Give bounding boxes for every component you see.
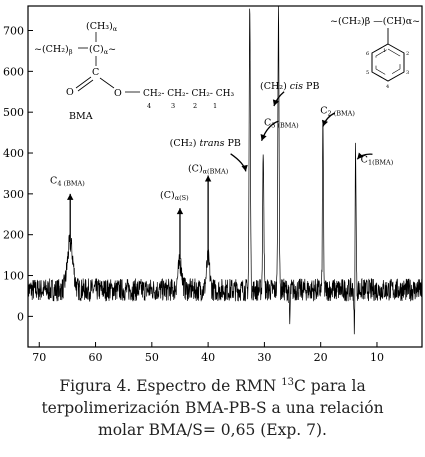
x-tick-label: 10: [370, 351, 384, 364]
y-tick-label: 200: [3, 229, 24, 242]
bma-carbonyl-c: C: [92, 67, 99, 78]
annotation-arrowhead: [357, 152, 364, 160]
y-tick-label: 500: [3, 106, 24, 119]
ring-number: 6: [366, 51, 369, 57]
x-tick-label: 30: [257, 351, 271, 364]
y-tick-label: 0: [17, 310, 24, 323]
annotation-arrowhead: [241, 164, 248, 172]
spectrum-line: [27, 5, 423, 335]
x-tick-label: 70: [32, 351, 46, 364]
bma-chain-number: 1: [213, 102, 217, 110]
bma-chain-number: 4: [147, 102, 151, 110]
bma-carbonyl-o: O: [66, 87, 74, 98]
y-tick-label: 400: [3, 147, 24, 160]
annotation-label: (CH₂) trans PB: [170, 138, 241, 149]
bma-ester-o: O: [114, 88, 122, 99]
annotation-label: C3 (BMA): [264, 118, 299, 130]
caption-line: molar BMA/S= 0,65 (Exp. 7).: [98, 421, 327, 440]
styrene-structure: ~(CH₂)β —(CH)α~ 1 2 3 4 5 6: [330, 16, 420, 90]
peak-annotations: C4 (BMA) (C)α(S) (C)α(BMA) (CH₂) trans PB (C…: [50, 81, 394, 260]
bma-top-group: (CH₃)α: [86, 21, 118, 33]
annotation-label: C4 (BMA): [50, 176, 85, 188]
bma-label: BMA: [69, 111, 93, 122]
x-tick-label: 40: [201, 351, 215, 364]
y-tick-label: 100: [3, 270, 24, 283]
ring-number: 4: [386, 84, 389, 90]
annotation-arrowhead: [260, 134, 267, 141]
y-tick-label: 600: [3, 65, 24, 78]
x-tick-label: 60: [89, 351, 103, 364]
benzene-ring-icon: [371, 43, 405, 82]
bma-chain-number: 3: [171, 102, 175, 110]
caption-line: Figura 4. Espectro de RMN 13C para la: [59, 377, 366, 396]
ring-number: 3: [406, 70, 409, 76]
bma-structure: (CH₃)α ~(CH₂)β (C)α~ C O O CH₂- CH₂- CH₂…: [34, 21, 234, 122]
bma-bond: [99, 77, 115, 89]
spectrum-series: [27, 5, 423, 335]
x-tick-label: 20: [314, 351, 328, 364]
plot-frame: [27, 5, 423, 348]
bma-double-bond: [75, 76, 92, 89]
bma-double-bond: [77, 79, 94, 92]
annotation-arrowhead: [176, 208, 184, 215]
annotation-label: C2 (BMA): [320, 105, 355, 117]
bma-chain: CH₂- CH₂- CH₂- CH₃: [143, 89, 234, 99]
bma-left-group: ~(CH₂)β: [34, 44, 73, 56]
ring-number: 1: [383, 48, 386, 54]
annotation-arrowhead: [272, 99, 279, 107]
bma-chain-number: 2: [193, 102, 197, 110]
annotation-arrow: [230, 153, 247, 172]
annotation-label: (CH₂) cis PB: [260, 81, 319, 92]
bma-center-group: (C)α~: [89, 44, 116, 56]
annotation-arrowhead: [204, 175, 212, 182]
ring-number: 2: [406, 51, 409, 57]
styrene-formula: ~(CH₂)β —(CH)α~: [330, 16, 420, 27]
annotation-label: C1(BMA): [361, 154, 394, 166]
y-tick-label: 700: [3, 25, 24, 38]
annotation-arrowhead: [67, 193, 74, 200]
caption-line: terpolimerización BMA-PB-S a una relació…: [41, 399, 384, 418]
x-tick-label: 50: [145, 351, 159, 364]
ring-number: 5: [366, 70, 369, 76]
annotation-label: (C)α(BMA): [188, 163, 229, 175]
annotation-arrowhead: [321, 119, 328, 127]
annotation-label: (C)α(S): [160, 190, 189, 202]
figure-caption: Figura 4. Espectro de RMN 13C para la te…: [0, 372, 425, 441]
benzene-inner-bonds: [375, 48, 401, 77]
y-tick-label: 300: [3, 188, 24, 201]
